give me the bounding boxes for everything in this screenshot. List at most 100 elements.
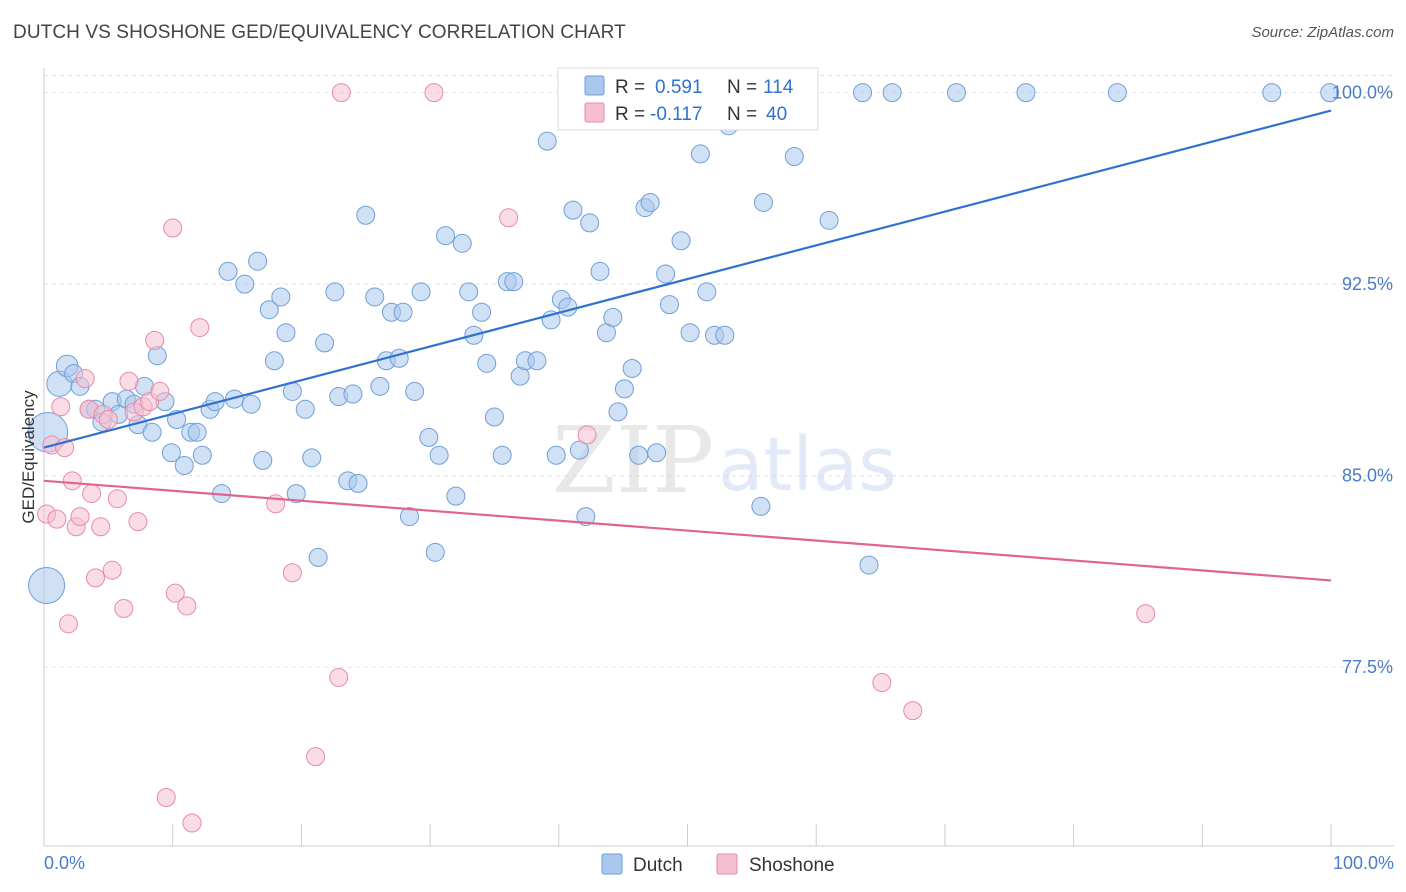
- dutch-trend-line: [43, 109, 1332, 449]
- dutch-point-88: [614, 379, 634, 399]
- legend-dutch-swatch: [601, 853, 623, 875]
- dutch-point-69: [492, 445, 512, 465]
- watermark-atlas: atlas: [718, 422, 897, 508]
- y-tick-label-0: 100.0%: [1332, 83, 1393, 103]
- shoshone-point-37: [424, 83, 444, 103]
- dutch-point-86: [603, 307, 623, 327]
- dutch-point-93: [647, 443, 667, 463]
- shoshone-point-13: [91, 517, 111, 537]
- dutch-point-114: [859, 555, 879, 575]
- dutch-point-39: [295, 399, 315, 419]
- dutch-point-22: [187, 422, 207, 442]
- dutch-point-103: [751, 496, 771, 516]
- y-axis-title: GED/Equivalency: [19, 390, 38, 524]
- dutch-point-23: [192, 445, 212, 465]
- shoshone-point-6: [62, 471, 82, 491]
- dutch-point-36: [276, 323, 296, 343]
- shoshone-point-42: [1136, 604, 1156, 624]
- dutch-point-46: [343, 384, 363, 404]
- dutch-point-61: [436, 226, 456, 246]
- dutch-point-80: [563, 200, 583, 220]
- y-tick-labels: 100.0% 92.5% 85.0% 77.5%: [1332, 83, 1393, 678]
- dutch-point-67: [477, 353, 497, 373]
- dutch-point-82: [576, 507, 596, 527]
- shoshone-point-15: [98, 410, 118, 430]
- dutch-point-105: [784, 146, 804, 166]
- shoshone-point-2: [47, 509, 67, 529]
- shoshone-r-value: -0.117: [650, 104, 702, 125]
- dutch-point-1: [28, 567, 66, 605]
- shoshone-point-35: [329, 667, 349, 687]
- dutch-point-112: [1262, 83, 1282, 103]
- dutch-point-33: [259, 300, 279, 320]
- shoshone-point-9: [75, 369, 95, 389]
- dutch-stats-swatch: [584, 75, 605, 96]
- shoshone-point-25: [150, 381, 170, 401]
- dutch-point-66: [472, 302, 492, 322]
- y-tick-label-2: 85.0%: [1342, 466, 1393, 486]
- dutch-point-106: [819, 210, 839, 230]
- dutch-r-value: 0.591: [655, 77, 703, 98]
- dutch-point-58: [419, 427, 439, 447]
- shoshone-point-5: [58, 614, 78, 634]
- dutch-point-111: [1107, 83, 1127, 103]
- dutch-point-89: [622, 358, 642, 378]
- shoshone-point-16: [102, 560, 122, 580]
- shoshone-point-24: [145, 330, 165, 350]
- shoshone-point-34: [306, 747, 326, 767]
- grid-lines: [44, 75, 1394, 668]
- shoshone-point-30: [182, 813, 202, 833]
- shoshone-point-29: [177, 596, 197, 616]
- data-points: [27, 83, 1340, 833]
- dutch-point-40: [302, 448, 322, 468]
- dutch-point-20: [174, 455, 194, 475]
- dutch-point-109: [946, 83, 966, 103]
- dutch-point-47: [348, 473, 368, 493]
- dutch-point-94: [656, 264, 676, 284]
- shoshone-n-value: 40: [766, 104, 787, 125]
- dutch-point-38: [286, 484, 306, 504]
- shoshone-point-36: [331, 83, 351, 103]
- shoshone-point-3: [51, 397, 71, 417]
- dutch-point-64: [459, 282, 479, 302]
- x-axis-ticks: [43, 824, 1332, 846]
- dutch-point-60: [429, 445, 449, 465]
- dutch-point-31: [248, 251, 268, 271]
- dutch-point-59: [425, 542, 445, 562]
- shoshone-point-18: [114, 599, 134, 619]
- dutch-point-113: [1320, 83, 1340, 103]
- dutch-point-43: [325, 282, 345, 302]
- dutch-point-62: [446, 486, 466, 506]
- source-note: Source: ZipAtlas.com: [1251, 24, 1394, 41]
- series-legend: Dutch Shoshone: [601, 853, 835, 876]
- dutch-point-97: [680, 323, 700, 343]
- shoshone-trend-line: [43, 479, 1332, 582]
- shoshone-stats-swatch: [584, 102, 605, 123]
- dutch-point-71: [504, 272, 524, 292]
- dutch-point-81: [569, 440, 589, 460]
- legend-shoshone-label: Shoshone: [749, 855, 835, 876]
- x-tick-label-max: 100.0%: [1333, 853, 1394, 873]
- dutch-point-107: [853, 83, 873, 103]
- dutch-point-75: [537, 131, 557, 151]
- dutch-point-35: [271, 287, 291, 307]
- dutch-point-87: [608, 402, 628, 422]
- shoshone-point-26: [156, 787, 176, 807]
- shoshone-point-11: [82, 484, 102, 504]
- dutch-point-101: [715, 325, 735, 345]
- dutch-point-32: [253, 450, 273, 470]
- dutch-point-29: [235, 274, 255, 294]
- shoshone-point-28: [165, 583, 185, 603]
- chart-title: DUTCH VS SHOSHONE GED/EQUIVALENCY CORREL…: [13, 22, 626, 43]
- watermark: ZIP atlas: [552, 407, 897, 514]
- y-tick-label-3: 77.5%: [1342, 657, 1393, 677]
- dutch-n-value: 114: [763, 77, 794, 98]
- dutch-point-99: [697, 282, 717, 302]
- shoshone-n-label: N =: [727, 104, 757, 125]
- dutch-point-56: [405, 381, 425, 401]
- dutch-point-42: [315, 333, 335, 353]
- dutch-point-104: [753, 192, 773, 212]
- dutch-point-57: [411, 282, 431, 302]
- trend-lines: [43, 109, 1332, 582]
